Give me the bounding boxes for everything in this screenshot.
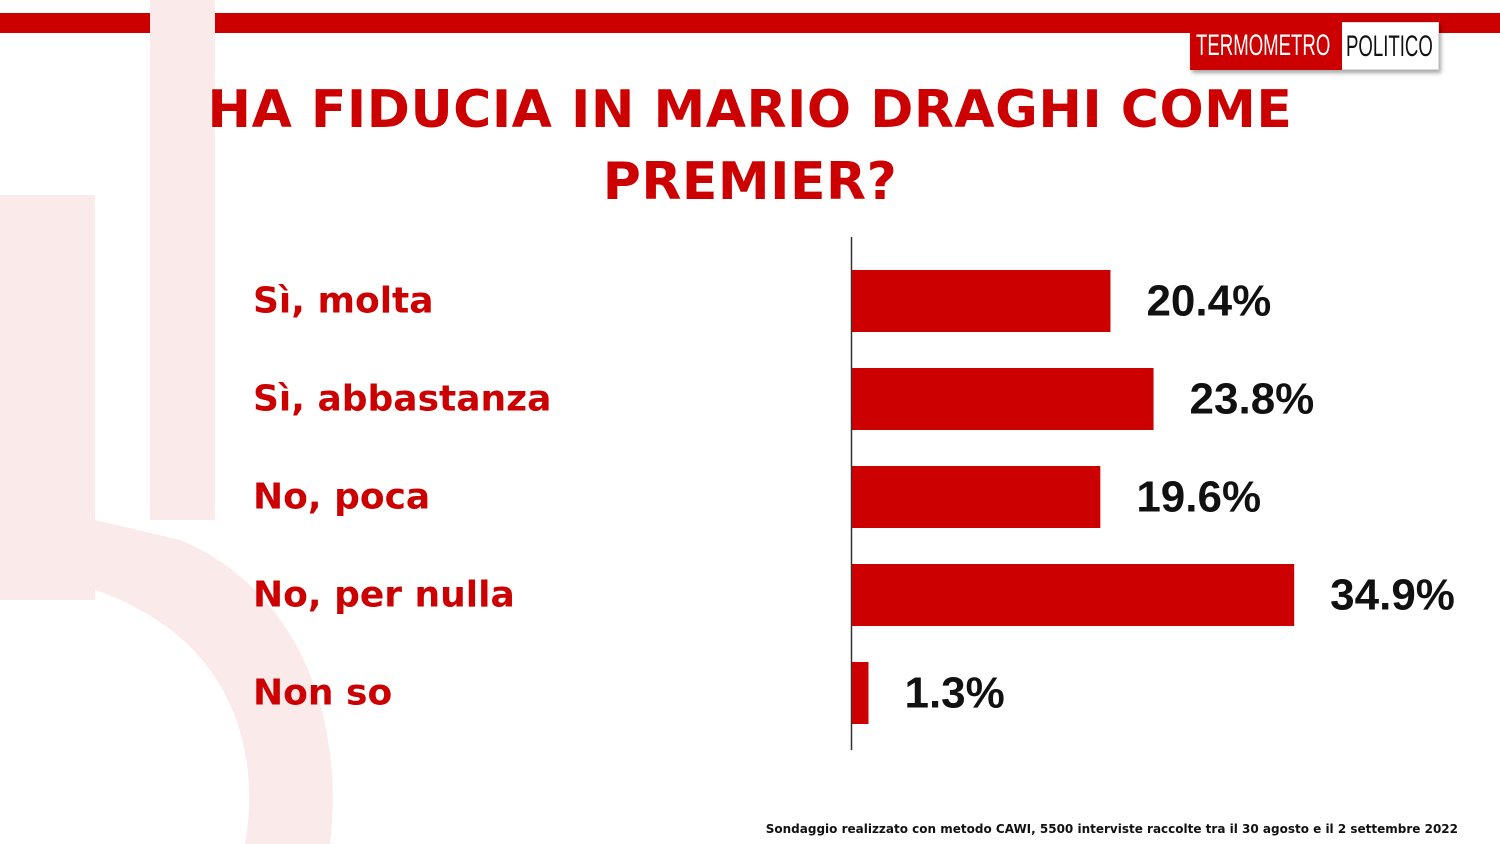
bar	[852, 564, 1295, 626]
brand-logo: TERMOMETRO POLITICO	[1190, 22, 1439, 70]
bar	[852, 270, 1111, 332]
value-label: 23.8%	[1190, 375, 1315, 424]
bar	[852, 466, 1101, 528]
bar	[852, 368, 1154, 430]
chart-title: HA FIDUCIA IN MARIO DRAGHI COME PREMIER?	[207, 80, 1293, 212]
category-label: Sì, abbastanza	[253, 379, 551, 420]
background-thermometer-mark	[0, 0, 333, 844]
value-label: 34.9%	[1330, 571, 1455, 620]
category-label: Sì, molta	[253, 281, 434, 322]
category-label: Non so	[253, 673, 392, 714]
top-red-bar	[0, 13, 1500, 33]
bar	[852, 662, 869, 724]
value-label: 1.3%	[904, 669, 1004, 718]
survey-footnote: Sondaggio realizzato con metodo CAWI, 55…	[765, 822, 1458, 836]
value-label: 20.4%	[1146, 277, 1271, 326]
category-label: No, poca	[253, 477, 430, 518]
value-label: 19.6%	[1136, 473, 1261, 522]
category-label: No, per nulla	[253, 575, 515, 616]
